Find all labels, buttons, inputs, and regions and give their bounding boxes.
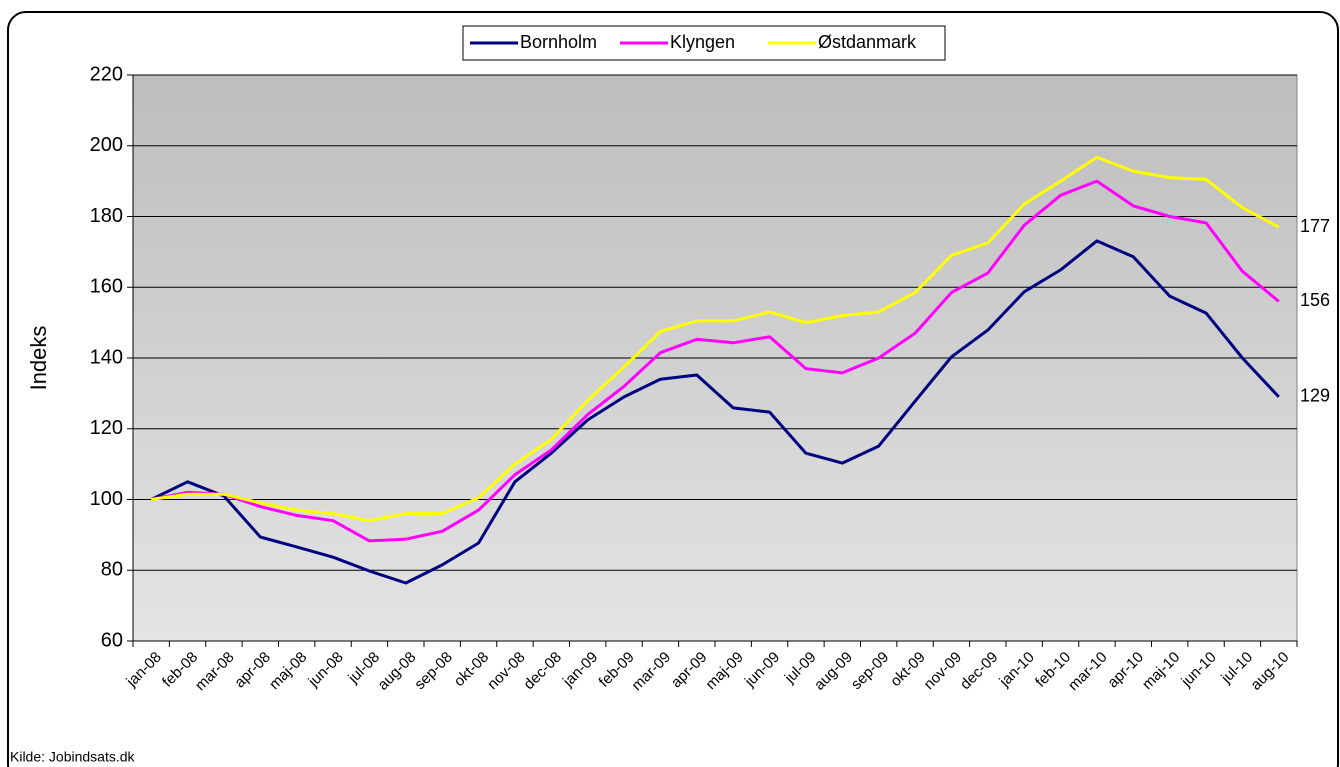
y-tick-label: 220 <box>90 63 123 85</box>
line-series <box>150 239 1280 585</box>
end-label: 129 <box>1300 386 1330 406</box>
y-tick-label: 80 <box>101 559 123 581</box>
y-tick-label: 160 <box>90 276 123 298</box>
line-series <box>150 179 1280 543</box>
legend-label: Østdanmark <box>818 32 917 52</box>
legend-label: Klyngen <box>670 32 735 52</box>
y-tick-label: 200 <box>90 134 123 156</box>
y-tick-label: 140 <box>90 346 123 368</box>
y-tick-label: 100 <box>90 488 123 510</box>
line-series <box>150 155 1280 523</box>
end-label: 177 <box>1300 216 1330 236</box>
legend-label: Bornholm <box>520 32 597 52</box>
legend <box>462 25 946 61</box>
y-tick-label: 60 <box>101 629 123 651</box>
source: Kilde: Jobindsats.dk <box>10 749 136 765</box>
y-axis-label: Indeks <box>26 326 51 391</box>
y-tick-label: 120 <box>90 417 123 439</box>
end-label: 156 <box>1300 290 1330 310</box>
y-tick-label: 180 <box>90 205 123 227</box>
